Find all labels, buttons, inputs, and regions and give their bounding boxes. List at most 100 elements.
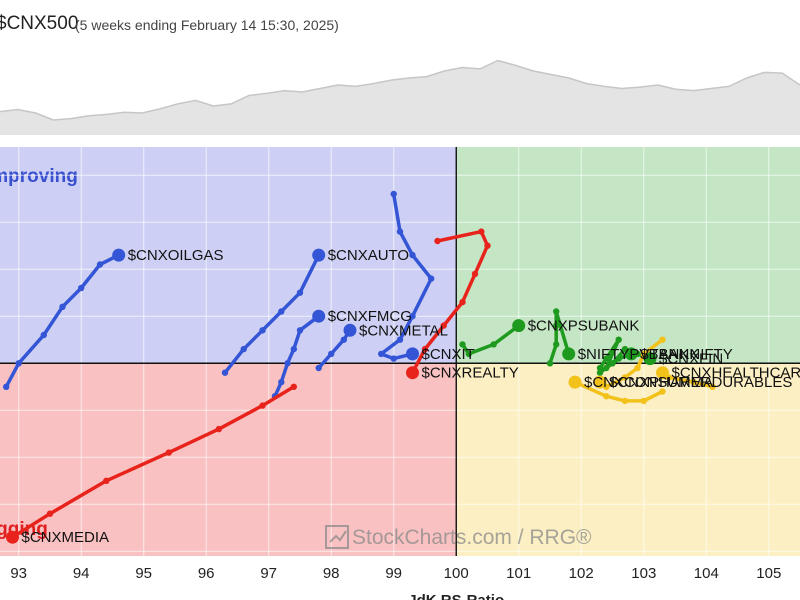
label-cnxconsumerdurables: $CNXCONSUMERDURABLES (584, 374, 792, 391)
tail-point (259, 327, 266, 334)
tail-point (490, 341, 497, 348)
label-cnxfmcg: $CNXFMCG (328, 308, 412, 325)
tail-point (546, 360, 554, 367)
series-cnxoilgas (2, 248, 126, 390)
tail-point (621, 374, 629, 381)
tail-point (259, 402, 266, 409)
tail-point (484, 242, 491, 249)
tail-point (40, 331, 47, 339)
label-cnxpharma: $CNXPHARMA (609, 374, 713, 391)
head-point (312, 309, 326, 323)
tail-point (659, 336, 666, 343)
tail-point (615, 336, 622, 343)
tail-point (390, 355, 397, 362)
x-tick-label: 105 (756, 565, 781, 582)
tail-point (459, 341, 466, 348)
tail-point (465, 350, 472, 358)
tail-point (440, 322, 447, 329)
tail-point (59, 303, 66, 310)
tail-point (634, 350, 641, 358)
x-tick-label: 104 (694, 565, 719, 582)
head-point (406, 366, 419, 380)
tail-point (278, 378, 285, 386)
tail-point (409, 251, 416, 259)
head-point (656, 366, 669, 380)
head-point (568, 375, 582, 389)
chart-header: $CNX500 (5 weeks ending February 14 15:3… (0, 0, 800, 34)
series-cnxauto (221, 248, 326, 376)
tail-point (640, 350, 647, 358)
series-cnxhealthcare (656, 366, 716, 390)
watermark-text: StockCharts.com / RRG® (352, 526, 592, 549)
x-tick-label: 103 (631, 565, 656, 582)
x-tick-label: 98 (323, 565, 340, 582)
tail-point (428, 275, 435, 282)
tail-point (290, 383, 297, 390)
tail-point (659, 388, 666, 395)
benchmark-sparkline (0, 35, 800, 135)
tail-point (96, 261, 104, 268)
head-point (643, 352, 657, 366)
head-point (562, 347, 576, 361)
x-tick-label: 99 (385, 565, 402, 582)
label-cnxauto: $CNXAUTO (328, 247, 409, 264)
tail-point (15, 360, 22, 367)
tail-point (390, 190, 397, 198)
x-tick-label: 101 (506, 565, 531, 582)
tail-point (409, 313, 416, 320)
series-niftypvtbank (546, 308, 576, 367)
label-banknifty: $BANKNIFTY (640, 346, 733, 363)
sparkline-area (0, 60, 800, 135)
tail-point (103, 477, 110, 484)
x-tick-label: 97 (260, 565, 277, 582)
series-cnxpsubank (459, 319, 526, 358)
series-cnxrealty (406, 228, 491, 380)
head-point (6, 530, 19, 544)
tail-point (278, 308, 285, 315)
tail-point (621, 397, 629, 405)
tail-point (215, 425, 222, 433)
quadrant-weakening (456, 363, 800, 556)
x-tick-label: 96 (198, 565, 215, 582)
series-cnxmetal (315, 323, 357, 372)
tail-point (378, 350, 385, 358)
x-axis: 93 94 95 96 97 98 99 100 101 102 103 104 105 JdK RS-R… (0, 556, 800, 600)
label-cnxoilgas: $CNXOILGAS (128, 247, 224, 264)
head-point (343, 323, 357, 337)
tail-point (640, 397, 647, 405)
watermark-logo-icon (325, 525, 349, 549)
series-tails (2, 190, 716, 544)
series-cnxconsumerdurables (568, 375, 666, 405)
quadrant-improving (0, 147, 457, 364)
tail-point (709, 383, 716, 390)
label-cnxit: $CNXIT (422, 346, 475, 363)
series-labels: $CNXOILGAS $CNXAUTO $CNXFMCG$CNXMETAL $CNXI… (22, 247, 800, 546)
tail-point (621, 345, 629, 353)
tail-cnxauto (223, 253, 321, 375)
tail-point (240, 345, 247, 353)
series-cnxit (378, 190, 435, 362)
x-axis-label: JdK RS-Ratio (408, 592, 504, 600)
tail-point (2, 383, 10, 390)
label-niftypvtbank: $NIFTYPVTBANK (578, 346, 700, 363)
head-point (312, 248, 326, 262)
tail-point (459, 298, 466, 306)
label-cnxrealty: $CNXREALTY (422, 365, 519, 382)
tail-point (78, 284, 85, 292)
tail-cnxpsubank (460, 323, 521, 356)
head-point (512, 319, 526, 333)
tail-point (340, 336, 347, 343)
chart-title: $CNX500 (0, 13, 79, 34)
chart-subtitle: (5 weeks ending February 14 15:30, 2025) (75, 17, 339, 33)
tail-point (296, 327, 304, 334)
series-cnxmedia (6, 383, 297, 544)
tail-point (328, 350, 335, 358)
label-cnxpsubank: $CNXPSUBANK (528, 318, 640, 335)
tail-point (46, 510, 54, 517)
label-cnxfin: $CNXFIN (659, 351, 723, 368)
tail-point (478, 228, 485, 235)
x-tick-label: 95 (135, 565, 152, 582)
series-cnxpharma (593, 336, 666, 390)
tail-point (221, 369, 229, 376)
tail-point (596, 369, 604, 376)
